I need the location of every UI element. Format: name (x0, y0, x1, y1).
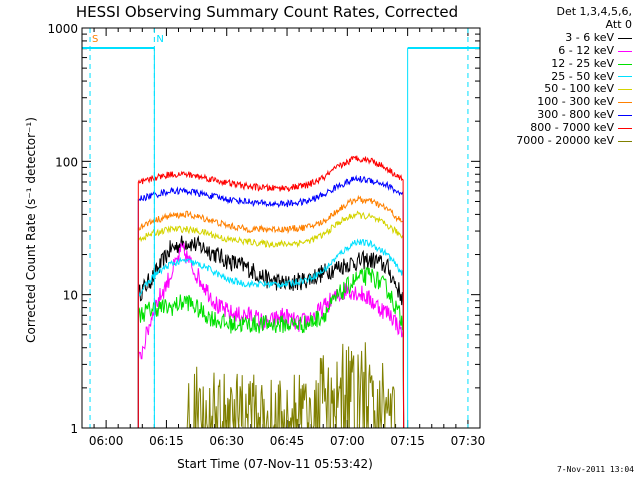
axis-ticks: 06:00 06:15 06:30 06:45 07:00 07:15 07:30 1 10 10… (47, 22, 485, 448)
legend-entry: 300 - 800 keV (486, 108, 636, 122)
x-tick-label: 06:00 (89, 434, 124, 448)
chart-title: HESSI Observing Summary Count Rates, Cor… (76, 3, 458, 21)
y-tick-label: 1000 (47, 22, 78, 36)
series-line-5 (137, 194, 405, 429)
legend-entry: 12 - 25 keV (486, 56, 636, 71)
legend-swatch (618, 50, 632, 52)
series-line-1 (137, 242, 405, 429)
x-tick-label: 07:00 (330, 434, 365, 448)
legend-entry: 100 - 300 keV (486, 95, 636, 109)
legend-entry: 6 - 12 keV (486, 43, 636, 58)
series-line-7 (137, 155, 405, 429)
y-tick-label: 10 (63, 289, 78, 303)
legend-swatch (618, 63, 632, 65)
x-tick-label: 06:15 (149, 434, 184, 448)
legend-entry: 7000 - 20000 keV (486, 134, 636, 148)
series-line-0 (137, 235, 405, 429)
legend-header-line-1: Det 1,3,4,5,6, (556, 5, 632, 18)
legend-swatch (618, 76, 632, 78)
legend-swatch (618, 128, 632, 130)
legend-label: 800 - 7000 keV (530, 121, 614, 135)
series-line-6 (137, 174, 405, 429)
legend-label: 100 - 300 keV (537, 95, 614, 109)
series-line-2 (137, 266, 405, 429)
legend-label: 300 - 800 keV (537, 108, 614, 122)
legend-swatch (618, 115, 632, 117)
series-line-4 (137, 210, 405, 429)
x-tick-label: 06:30 (209, 434, 244, 448)
y-tick-label: 1 (70, 422, 78, 436)
flag-marker: N (156, 34, 163, 45)
x-tick-label: 07:15 (390, 434, 425, 448)
legend-label: 50 - 100 keV (544, 82, 614, 96)
legend-swatch (618, 102, 632, 104)
legend-label: 25 - 50 keV (551, 69, 614, 83)
legend-label: 12 - 25 keV (551, 56, 614, 70)
y-axis-label: Corrected Count Rate (s⁻¹ detector⁻¹) (24, 117, 38, 343)
legend-entry: 25 - 50 keV (486, 69, 636, 84)
legend-label: 3 - 6 keV (565, 30, 614, 44)
legend-rows: 3 - 6 keV 6 - 12 keV 12 - 25 keV 25 - 50 ke… (486, 30, 636, 148)
x-tick-label: 06:45 (270, 434, 305, 448)
legend: Det 1,3,4,5,6, Att 0 3 - 6 keV 6 - 12 keV… (486, 5, 636, 148)
series-layer (137, 155, 405, 429)
legend-swatch (618, 37, 632, 39)
legend-entry: 50 - 100 keV (486, 83, 636, 96)
legend-label: 7000 - 20000 keV (516, 134, 614, 148)
legend-header-line-2: Att 0 (605, 17, 632, 31)
flag-marker: S (92, 34, 98, 45)
series-line-8 (186, 342, 396, 429)
timestamp: 7-Nov-2011 13:04 (556, 465, 634, 474)
plot-frame (81, 27, 481, 429)
series-line-3 (137, 238, 405, 429)
legend-entry: 3 - 6 keV (486, 30, 636, 45)
y-tick-label: 100 (55, 155, 78, 169)
legend-label: 6 - 12 keV (558, 43, 614, 57)
legend-entry: 800 - 7000 keV (486, 121, 636, 135)
legend-swatch (618, 89, 632, 91)
x-axis-label: Start Time (07-Nov-11 05:53:42) (177, 457, 373, 471)
legend-swatch (618, 141, 632, 143)
x-tick-label: 07:30 (451, 434, 486, 448)
